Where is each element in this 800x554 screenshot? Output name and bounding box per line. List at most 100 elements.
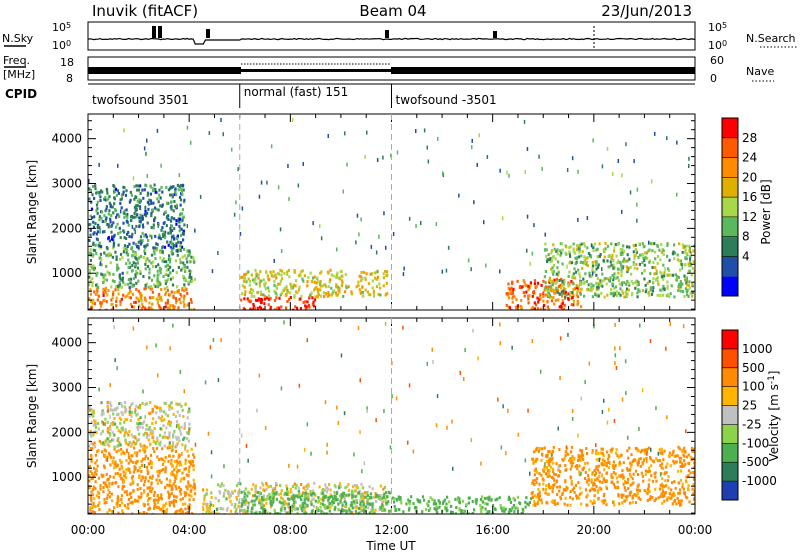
velocity-cell [564, 464, 567, 467]
velocity-cell [121, 509, 124, 513]
power-cell [180, 190, 183, 194]
velocity-cell [162, 468, 165, 471]
power-cell [610, 288, 613, 292]
velocity-cell [169, 423, 172, 427]
power-cell [166, 263, 169, 267]
power-cell [690, 273, 693, 277]
power-cell [691, 291, 694, 295]
power-cell [129, 296, 132, 300]
velocity-cell [129, 501, 132, 505]
power-cell [267, 294, 270, 298]
power-cell [620, 266, 623, 270]
power-cell [536, 281, 540, 285]
velocity-cell [303, 501, 306, 505]
power-cell [670, 284, 673, 288]
power-cell [574, 276, 577, 280]
power-cell [128, 261, 131, 265]
power-cell [115, 255, 118, 259]
velocity-cell [454, 497, 457, 501]
velocity-cell [239, 482, 242, 486]
power-cell [364, 288, 367, 292]
velocity-cell [175, 495, 178, 499]
velocity-cell [693, 447, 695, 451]
velocity-cell [113, 433, 116, 437]
power-cell [156, 243, 159, 247]
power-cell [179, 301, 182, 305]
power-cell [375, 250, 378, 255]
power-cell [359, 291, 362, 295]
power-cell [598, 242, 601, 246]
velocity-cell [609, 448, 612, 452]
velocity-cell [626, 449, 629, 453]
velocity-cell [181, 408, 184, 412]
power-cell [121, 271, 124, 275]
power-cell [108, 195, 111, 199]
power-cell [109, 217, 112, 221]
velocity-cell [158, 478, 161, 482]
velocity-cell [306, 504, 309, 507]
velocity-cell [475, 501, 478, 505]
power-cell [122, 280, 125, 284]
velocity-cell [539, 447, 543, 451]
velocity-cell [172, 502, 175, 506]
power-cell [92, 220, 95, 224]
velocity-cell [247, 458, 249, 463]
velocity-cell [243, 490, 246, 494]
velocity-cell [518, 501, 521, 505]
velocity-cell [91, 472, 94, 476]
power-cell [549, 260, 552, 264]
power-cell [117, 163, 119, 168]
velocity-cell [659, 463, 662, 467]
velocity-cell [328, 483, 331, 486]
velocity-cell [131, 512, 134, 514]
power-cell [527, 294, 530, 298]
velocity-cell [362, 505, 365, 509]
velocity-cell [168, 444, 171, 448]
power-cell [655, 278, 658, 282]
power-cell [633, 159, 635, 164]
power-cell [129, 281, 132, 285]
power-cell [268, 278, 271, 282]
velocity-cell [433, 499, 436, 503]
power-cell [659, 294, 662, 297]
power-cell [651, 242, 654, 246]
power-cell [242, 306, 245, 310]
velocity-cell [258, 498, 261, 502]
velocity-cell [93, 497, 96, 501]
power-cell [547, 294, 550, 297]
velocity-cell [115, 413, 119, 417]
velocity-cell [258, 510, 261, 514]
power-cell [243, 279, 246, 283]
power-cell [385, 274, 388, 278]
power-cell [608, 279, 611, 282]
velocity-cell [579, 454, 582, 458]
power-cell [544, 281, 547, 285]
velocity-cell [113, 408, 116, 412]
power-cell [614, 243, 617, 246]
velocity-cell [561, 458, 564, 462]
power-cell [188, 272, 192, 276]
power-cell [568, 252, 571, 255]
velocity-cell [305, 485, 308, 488]
power-cell [625, 142, 627, 147]
power-cell [686, 288, 689, 292]
power-cell [641, 253, 644, 257]
power-cell [301, 269, 304, 273]
velocity-cell [123, 431, 127, 435]
power-cell [163, 260, 166, 263]
power-cell [183, 297, 186, 301]
power-cell [615, 294, 619, 298]
power-cell [107, 195, 110, 200]
power-cell [182, 232, 185, 236]
power-cell [132, 277, 135, 281]
power-cell [572, 288, 575, 291]
velocity-cell [516, 495, 519, 499]
power-cell [136, 213, 139, 217]
velocity-cell [494, 498, 497, 502]
velocity-cell [92, 409, 95, 413]
power-cell [92, 232, 95, 236]
velocity-cell [258, 490, 261, 494]
velocity-cell [146, 345, 148, 350]
velocity-cell [583, 462, 586, 466]
power-cell [177, 188, 180, 192]
